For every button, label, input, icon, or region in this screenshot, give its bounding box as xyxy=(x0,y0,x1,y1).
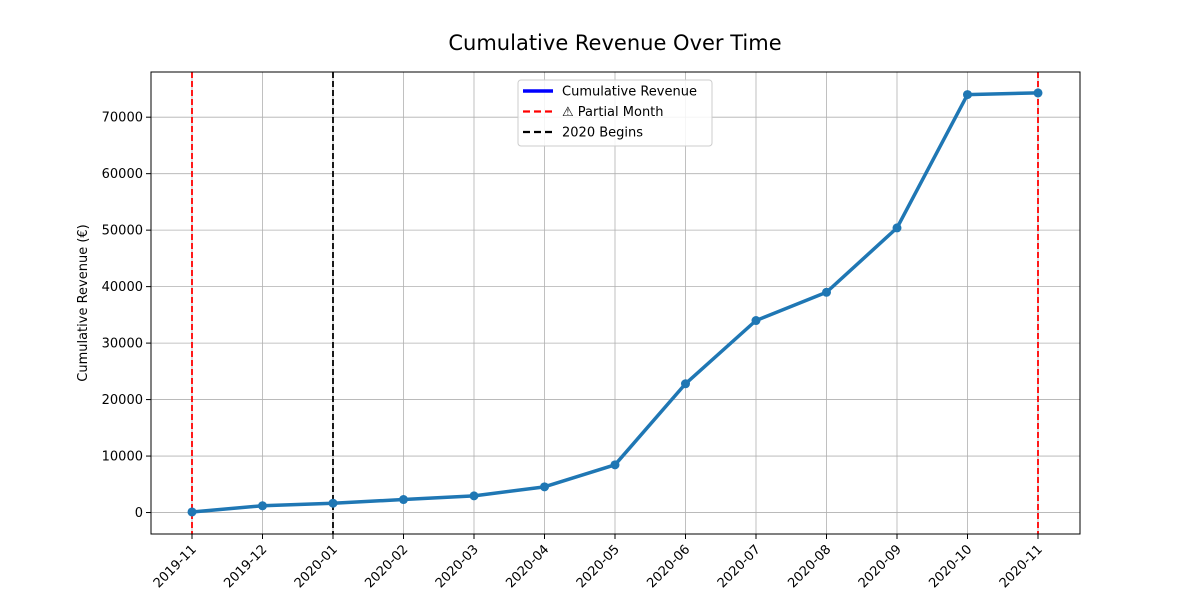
x-tick-label: 2019-11 xyxy=(151,542,200,591)
data-point xyxy=(187,507,197,517)
y-tick-label: 10000 xyxy=(102,450,143,465)
x-tick-label: 2020-01 xyxy=(292,542,341,591)
data-point xyxy=(610,460,620,470)
legend-label: Cumulative Revenue xyxy=(562,85,697,100)
data-point xyxy=(963,90,972,100)
x-tick-label: 2020-11 xyxy=(997,542,1046,591)
data-point xyxy=(681,379,690,389)
data-point xyxy=(258,501,267,511)
x-tick-label: 2020-08 xyxy=(785,542,834,591)
y-tick-label: 60000 xyxy=(102,167,143,182)
x-tick-label: 2020-06 xyxy=(644,542,693,591)
data-point xyxy=(751,316,761,326)
chart-title: Cumulative Revenue Over Time xyxy=(448,31,781,55)
data-point xyxy=(822,287,831,297)
x-tick-label: 2020-04 xyxy=(503,542,552,591)
y-tick-label: 40000 xyxy=(102,280,143,295)
y-tick-label: 20000 xyxy=(102,393,143,408)
data-point xyxy=(892,223,902,233)
x-tick-label: 2020-05 xyxy=(574,542,623,591)
y-tick-label: 30000 xyxy=(102,337,143,352)
legend-label: ⚠ Partial Month xyxy=(562,105,664,120)
axis-layer: 2019-11 2019-12 2020-01 2020-02 2020-03 2020-… xyxy=(102,111,1046,592)
legend-frame xyxy=(517,79,713,147)
reference-lines xyxy=(191,72,1039,534)
x-tick-label: 2020-03 xyxy=(433,542,482,591)
x-tick-label: 2020-02 xyxy=(362,542,411,591)
y-tick-label: 70000 xyxy=(102,111,143,126)
legend: Cumulative Revenue ⚠ Partial Month 2020 Be… xyxy=(517,79,713,147)
y-tick-label: 50000 xyxy=(102,224,143,239)
y-axis-label: Cumulative Revenue (€) xyxy=(76,224,91,382)
data-point xyxy=(540,482,549,492)
data-point xyxy=(399,495,408,505)
data-point xyxy=(1033,88,1043,98)
data-point xyxy=(328,498,338,508)
x-tick-label: 2020-07 xyxy=(715,542,764,591)
series-layer xyxy=(187,88,1043,517)
x-tick-label: 2019-12 xyxy=(221,542,270,591)
legend-label: 2020 Begins xyxy=(562,126,643,141)
x-tick-label: 2020-10 xyxy=(926,542,975,591)
data-point xyxy=(469,491,479,501)
x-tick-label: 2020-09 xyxy=(856,542,905,591)
y-tick-label: 0 xyxy=(135,506,143,521)
